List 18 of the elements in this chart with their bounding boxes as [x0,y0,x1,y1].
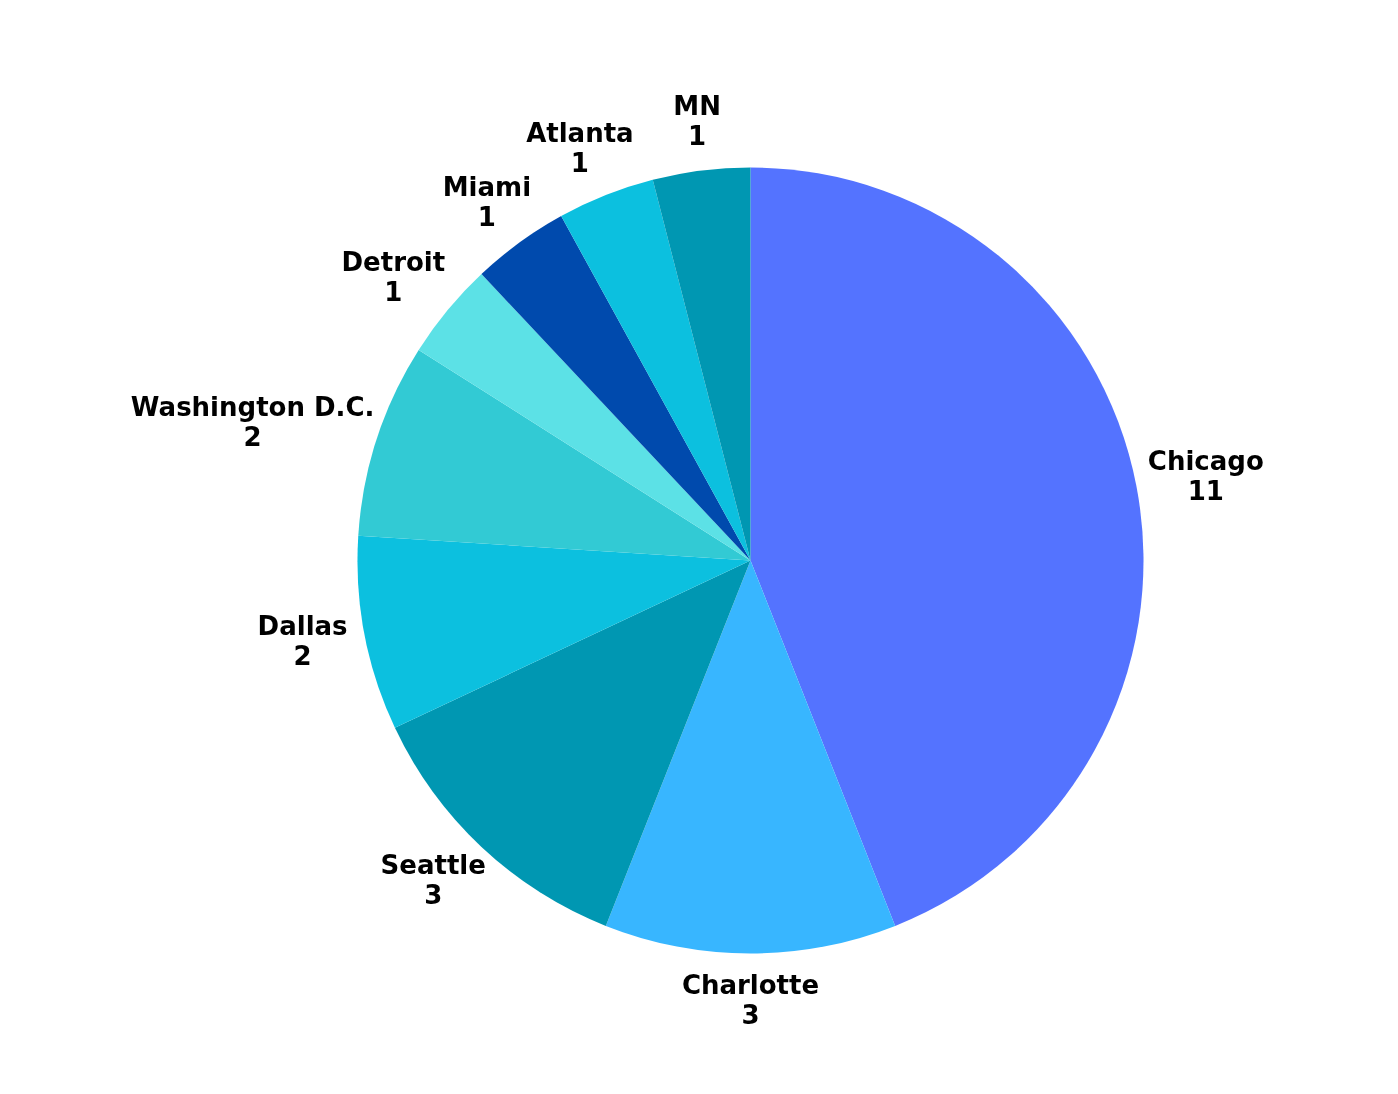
data-label: 1 [384,277,403,308]
data-label: 1 [477,201,496,232]
slice-label: Washington D.C. [130,392,375,423]
data-label: 2 [243,422,262,453]
slice-label: Atlanta [526,118,634,149]
data-label: 1 [688,120,707,151]
slice-label: Chicago [1147,445,1264,476]
data-label: 3 [741,999,760,1030]
slice-label: Seattle [380,849,486,880]
data-label: 11 [1187,475,1224,506]
slice-label: Miami [442,171,532,202]
slice-label: Charlotte [681,969,820,1000]
data-label: 1 [570,148,589,179]
slice-label: Dallas [257,611,348,642]
data-label: 3 [424,879,443,910]
slice-label: Detroit [341,247,446,278]
data-label: 2 [293,641,312,672]
slice-label: MN [673,90,721,121]
